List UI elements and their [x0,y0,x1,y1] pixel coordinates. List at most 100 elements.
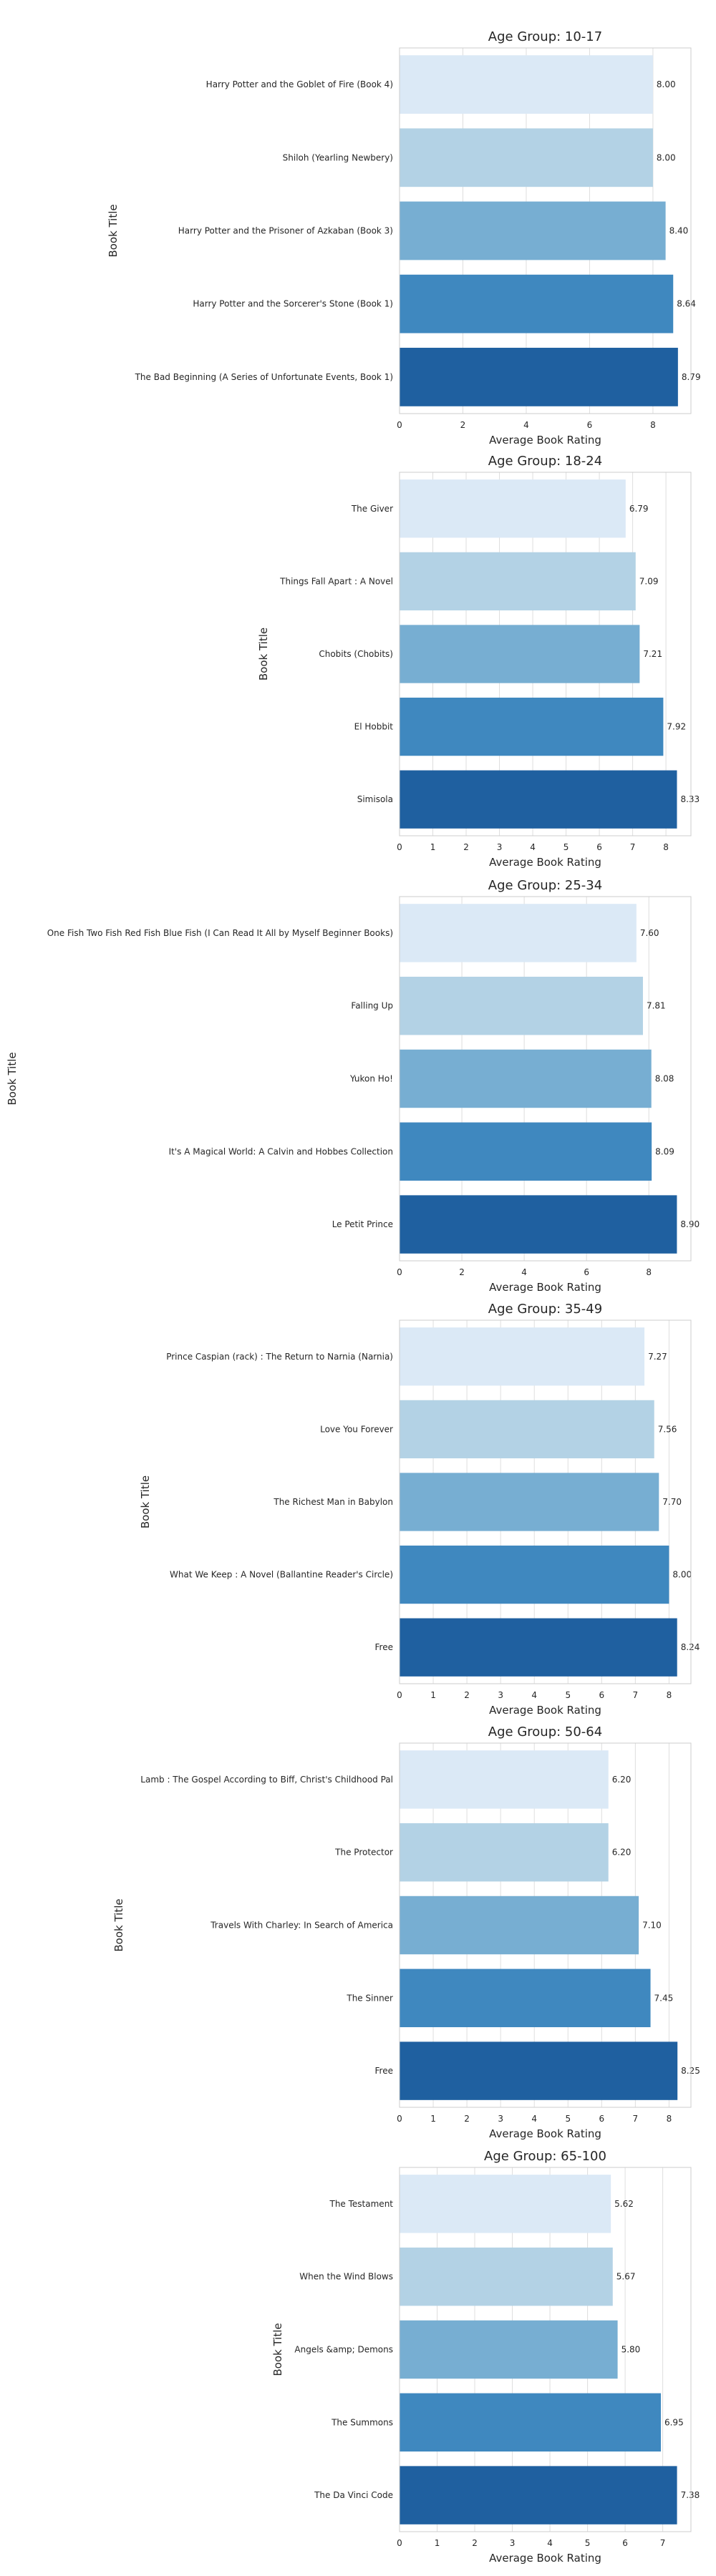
category-label: Things Fall Apart : A Novel [279,576,393,586]
category-label: Harry Potter and the Prisoner of Azkaban… [178,226,393,236]
bar [400,1750,609,1809]
bar [400,1473,659,1531]
x-tick-label: 4 [547,2538,553,2548]
x-axis-label: Average Book Rating [489,434,601,447]
x-tick-label: 0 [397,1267,402,1277]
category-label: The Sinner [346,1993,393,2003]
x-tick-label: 4 [521,1267,527,1277]
value-label: 7.92 [667,722,686,732]
chart-title: Age Group: 10-17 [488,29,602,44]
bar [400,625,640,683]
x-tick-label: 8 [667,1690,672,1700]
plot-frame [399,2167,692,2532]
value-label: 7.10 [642,1921,662,1931]
chart-title: Age Group: 25-34 [488,878,602,893]
x-tick-label: 1 [430,1690,436,1700]
x-axis-label: Average Book Rating [489,1281,601,1294]
x-tick-label: 4 [530,842,536,852]
category-label: The Giver [351,504,393,514]
category-label: The Bad Beginning (A Series of Unfortuna… [135,372,393,382]
value-label: 6.95 [664,2417,684,2427]
value-label: 6.20 [612,1848,632,1858]
bar [400,2175,611,2233]
value-label: 7.38 [681,2490,700,2500]
bar [400,1968,651,2028]
category-label: Free [375,1642,393,1652]
x-tick-label: 6 [599,1690,604,1700]
chart-title: Age Group: 35-49 [488,1302,602,1317]
value-label: 7.81 [647,1001,666,1011]
value-label: 8.00 [657,79,676,89]
x-tick-label: 8 [646,1267,652,1277]
x-tick-label: 6 [599,2114,604,2124]
value-label: 7.60 [640,928,659,938]
category-label: The Richest Man in Babylon [273,1497,393,1507]
value-label: 7.27 [648,1352,667,1362]
bar [400,697,664,756]
category-label: Free [375,2066,393,2076]
x-tick-label: 2 [463,842,469,852]
chart-title: Age Group: 50-64 [488,1724,602,1740]
y-axis-label: Book Title [271,2323,284,2376]
bar [400,2320,618,2379]
value-label: 7.45 [654,1993,674,2003]
value-label: 8.33 [680,794,700,804]
category-label: El Hobbit [354,722,394,732]
value-label: 7.56 [658,1424,677,1434]
x-tick-label: 4 [531,2114,537,2124]
plot-frame [399,1742,692,2108]
x-tick-label: 0 [397,2114,402,2124]
category-label: What We Keep : A Novel (Ballantine Reade… [170,1570,393,1580]
x-tick-label: 1 [435,2538,440,2548]
bar [400,1545,669,1604]
bar [400,1327,645,1386]
value-label: 5.80 [621,2345,641,2355]
value-label: 7.09 [639,576,659,586]
value-label: 5.67 [616,2272,636,2282]
y-axis-label: Book Title [139,1475,152,1528]
x-axis-label: Average Book Rating [489,1704,601,1717]
bar [400,2247,613,2306]
bar [400,1618,677,1677]
category-label: Shiloh (Yearling Newbery) [283,152,393,162]
x-tick-label: 1 [430,2114,436,2124]
value-label: 8.00 [657,152,676,162]
x-tick-label: 6 [596,842,602,852]
category-label: Yukon Ho! [349,1074,393,1084]
x-tick-label: 0 [397,1690,402,1700]
value-label: 7.21 [643,649,662,659]
x-tick-label: 7 [633,1690,639,1700]
x-tick-label: 2 [460,420,466,430]
category-label: Angels &amp; Demons [294,2345,393,2355]
x-tick-label: 1 [430,842,436,852]
chart-title: Age Group: 65-100 [484,2149,606,2164]
bar [400,976,643,1035]
x-axis-label: Average Book Rating [489,856,601,869]
x-tick-label: 0 [397,420,402,430]
category-label: One Fish Two Fish Red Fish Blue Fish (I … [47,928,393,938]
value-label: 6.79 [629,504,649,514]
value-label: 6.20 [612,1775,632,1785]
category-label: Falling Up [351,1001,393,1011]
x-axis-label: Average Book Rating [489,2127,601,2140]
x-tick-label: 6 [622,2538,628,2548]
value-label: 8.09 [655,1146,674,1156]
x-tick-label: 5 [585,2538,591,2548]
x-tick-label: 8 [650,420,656,430]
bar [400,1049,652,1108]
category-label: Simisola [357,794,393,804]
y-axis-label: Book Title [112,1898,125,1951]
category-label: When the Wind Blows [299,2272,393,2282]
x-tick-label: 4 [523,420,529,430]
bar [400,1823,609,1882]
bar [400,1400,654,1459]
x-tick-label: 2 [464,2114,470,2124]
category-label: Harry Potter and the Sorcerer's Stone (B… [193,299,393,309]
value-label: 8.08 [655,1074,674,1084]
bar [400,2041,678,2100]
category-label: Lamb : The Gospel According to Biff, Chr… [140,1775,393,1785]
category-label: Prince Caspian (rack) : The Return to Na… [166,1352,393,1362]
value-label: 8.00 [672,1570,692,1580]
x-tick-label: 7 [660,2538,666,2548]
